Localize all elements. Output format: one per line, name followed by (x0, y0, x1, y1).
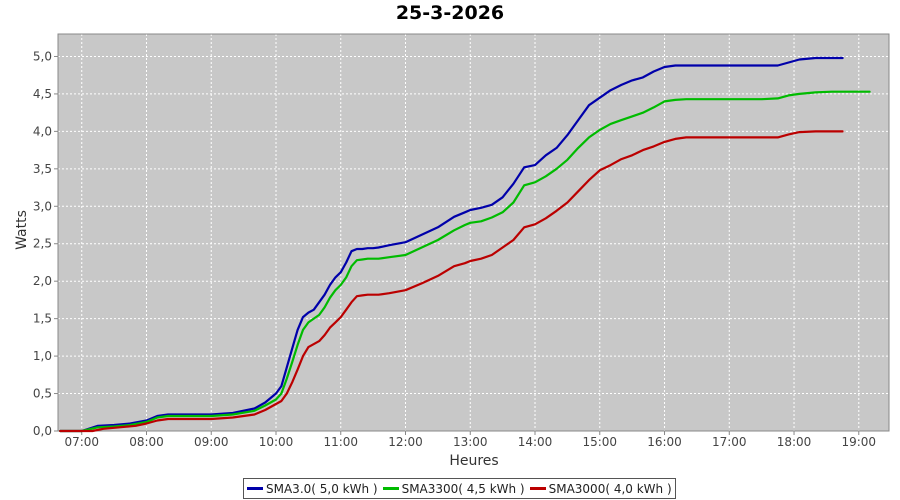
axes (54, 33, 890, 435)
tick-labels: 0,0 0,5 1,0 1,5 2,0 2,5 3,0 3,5 4,0 4,5 5,0 07:00 08… (33, 49, 876, 449)
x-axis-label: Heures (449, 453, 498, 469)
y-tick-label: 4,0 (33, 124, 52, 138)
legend-label: SMA3.0( 5,0 kWh ) (266, 481, 378, 496)
y-tick-label: 4,5 (33, 87, 52, 101)
x-tick-label: 12:00 (388, 435, 423, 449)
x-tick-label: 17:00 (712, 435, 747, 449)
plot-border (57, 33, 890, 432)
x-tick-label: 13:00 (453, 435, 488, 449)
chart-title: 25-3-2026 (395, 2, 505, 24)
y-tick-label: 2,5 (33, 237, 52, 251)
legend-item: SMA3.0( 5,0 kWh ) (247, 482, 378, 496)
legend: SMA3.0( 5,0 kWh ) SMA3300( 4,5 kWh ) SMA30… (243, 478, 676, 499)
x-tick-label: 16:00 (647, 435, 682, 449)
y-tick-label: 0,5 (33, 387, 52, 401)
x-tick-label: 18:00 (777, 435, 812, 449)
y-tick-label: 1,0 (33, 349, 52, 363)
x-tick-label: 10:00 (259, 435, 294, 449)
series-line (59, 130, 844, 433)
x-tick-label: 14:00 (518, 435, 553, 449)
y-tick-label: 3,0 (33, 199, 52, 213)
x-tick-label: 07:00 (64, 435, 99, 449)
y-tick-label: 1,5 (33, 312, 52, 326)
y-tick-label: 3,5 (33, 162, 52, 176)
x-tick-label: 19:00 (841, 435, 876, 449)
series-line (59, 90, 871, 433)
legend-swatch (529, 487, 546, 490)
legend-item: SMA3000( 4,0 kWh ) (529, 481, 672, 496)
legend-swatch (382, 487, 399, 490)
y-tick-label: 2,0 (33, 274, 52, 288)
legend-label: SMA3300( 4,5 kWh ) (401, 481, 525, 496)
y-axis-label: Watts (14, 210, 30, 250)
x-tick-label: 08:00 (129, 435, 164, 449)
legend-item: SMA3300( 4,5 kWh ) (382, 481, 525, 496)
x-tick-label: 11:00 (323, 435, 358, 449)
series-lines (59, 56, 871, 433)
x-tick-label: 15:00 (582, 435, 617, 449)
x-tick-label: 09:00 (194, 435, 229, 449)
legend-swatch (247, 487, 263, 490)
y-tick-label: 0,0 (33, 424, 52, 438)
legend-label: SMA3000( 4,0 kWh ) (548, 481, 672, 496)
y-tick-label: 5,0 (33, 49, 52, 63)
series-line (59, 56, 844, 433)
